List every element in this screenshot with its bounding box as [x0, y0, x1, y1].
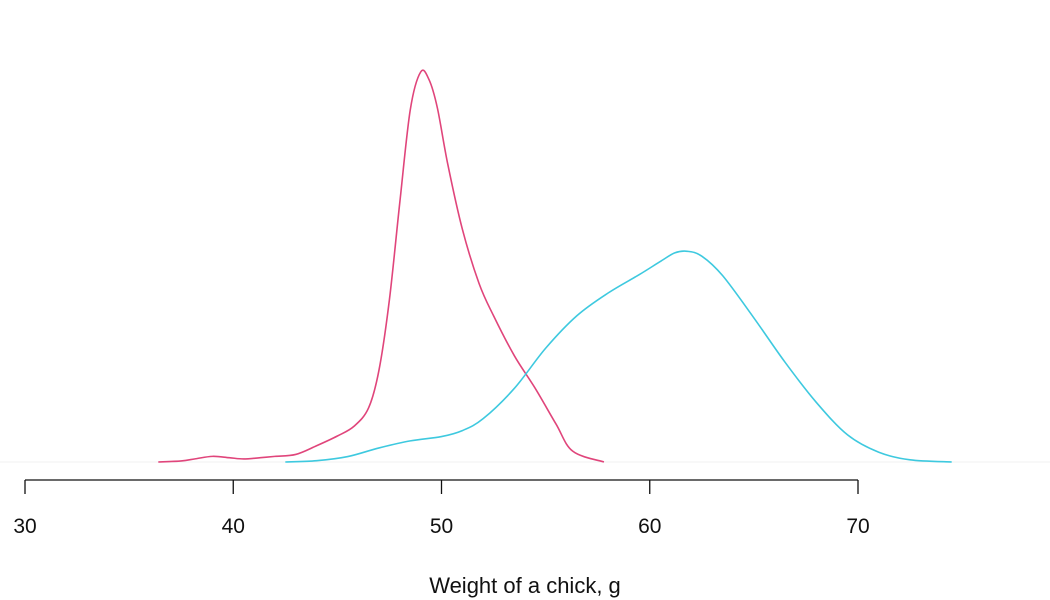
- density-curves: [158, 69, 952, 463]
- x-axis: 30 40 50 60 70: [13, 479, 870, 538]
- density-curve-2: [285, 250, 952, 463]
- x-tick-label: 70: [846, 515, 869, 538]
- x-tick-label: 60: [638, 515, 661, 538]
- x-tick-label: 40: [222, 515, 245, 538]
- x-tick-label: 30: [13, 515, 36, 538]
- x-axis-title: Weight of a chick, g: [429, 573, 621, 598]
- x-tick-label: 50: [430, 515, 453, 538]
- density-curve-1: [158, 69, 605, 463]
